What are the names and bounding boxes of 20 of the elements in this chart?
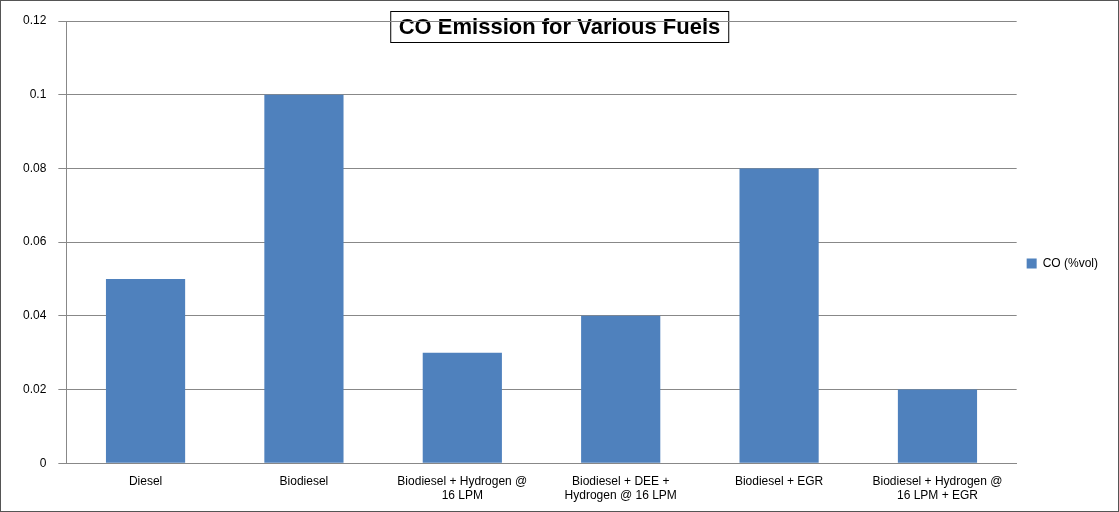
bar (264, 94, 344, 463)
y-tick-label: 0.08 (23, 160, 47, 175)
x-tick-label: Diesel (128, 473, 163, 488)
bar (105, 278, 186, 463)
bar (739, 168, 819, 463)
x-tick-label: Biodiesel + Hydrogen @ 16 LPM (397, 473, 528, 503)
y-tick-label: 0.06 (23, 234, 47, 249)
y-tick-label: 0.1 (29, 87, 47, 102)
y-tick-label: 0 (39, 455, 47, 470)
x-tick-label: Biodiesel + DEE + Hydrogen @ 16 LPM (564, 473, 677, 503)
bar (897, 389, 978, 463)
bar (581, 315, 661, 463)
x-tick-label: Biodiesel (279, 473, 329, 488)
y-tick-label: 0.02 (23, 381, 47, 396)
legend-label: CO (%vol) (1042, 255, 1099, 270)
y-tick-label: 0.12 (23, 13, 47, 28)
y-tick-label: 0.04 (23, 308, 47, 323)
x-tick-label: Biodiesel + EGR (734, 473, 824, 488)
x-tick-label: Biodiesel + Hydrogen @ 16 LPM + EGR (872, 473, 1003, 503)
bar (422, 352, 502, 463)
